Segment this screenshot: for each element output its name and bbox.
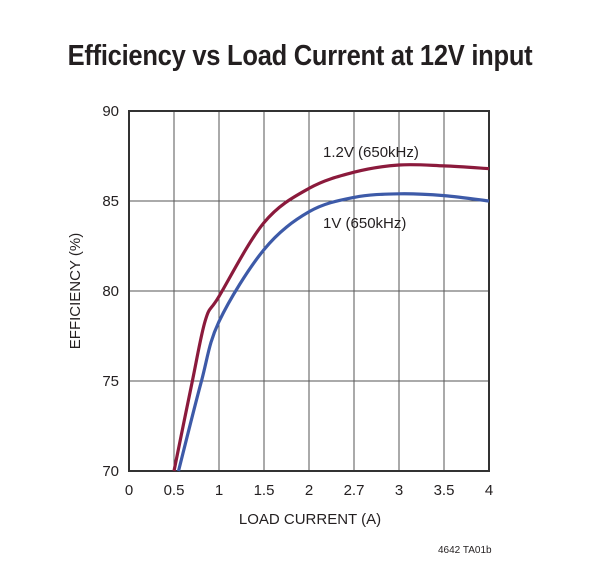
series-line-1 bbox=[176, 192, 490, 472]
y-axis-label: EFFICIENCY (%) bbox=[67, 233, 84, 349]
x-tick-label: 2 bbox=[305, 482, 313, 499]
y-tick-label: 80 bbox=[102, 283, 119, 300]
grid bbox=[128, 110, 490, 472]
x-tick-label: 0 bbox=[125, 482, 133, 499]
y-tick-label: 85 bbox=[102, 193, 119, 210]
series-label-1v: 1V (650kHz) bbox=[323, 215, 406, 232]
x-tick-label: 0.5 bbox=[164, 482, 185, 499]
x-tick-label: 3 bbox=[395, 482, 403, 499]
x-tick-label: 4 bbox=[485, 482, 493, 499]
x-tick-label: 1.5 bbox=[254, 482, 275, 499]
x-tick-label: 3.5 bbox=[434, 482, 455, 499]
y-tick-label: 90 bbox=[102, 103, 119, 120]
x-axis-label: LOAD CURRENT (A) bbox=[239, 511, 381, 528]
x-tick-label: 2.7 bbox=[344, 482, 365, 499]
y-tick-label: 70 bbox=[102, 463, 119, 480]
plot-frame bbox=[128, 110, 490, 472]
series-line-0 bbox=[172, 163, 490, 472]
chart-title: Efficiency vs Load Current at 12V input bbox=[67, 40, 533, 72]
series-lines bbox=[172, 163, 490, 472]
series-label-1v2: 1.2V (650kHz) bbox=[323, 144, 419, 161]
y-tick-label: 75 bbox=[102, 373, 119, 390]
x-tick-label: 1 bbox=[215, 482, 223, 499]
tick-labels: 0 0.5 1 1.5 2 2.7 3 3.5 4 70 75 80 85 90 bbox=[102, 103, 493, 499]
figure-code: 4642 TA01b bbox=[438, 545, 492, 556]
